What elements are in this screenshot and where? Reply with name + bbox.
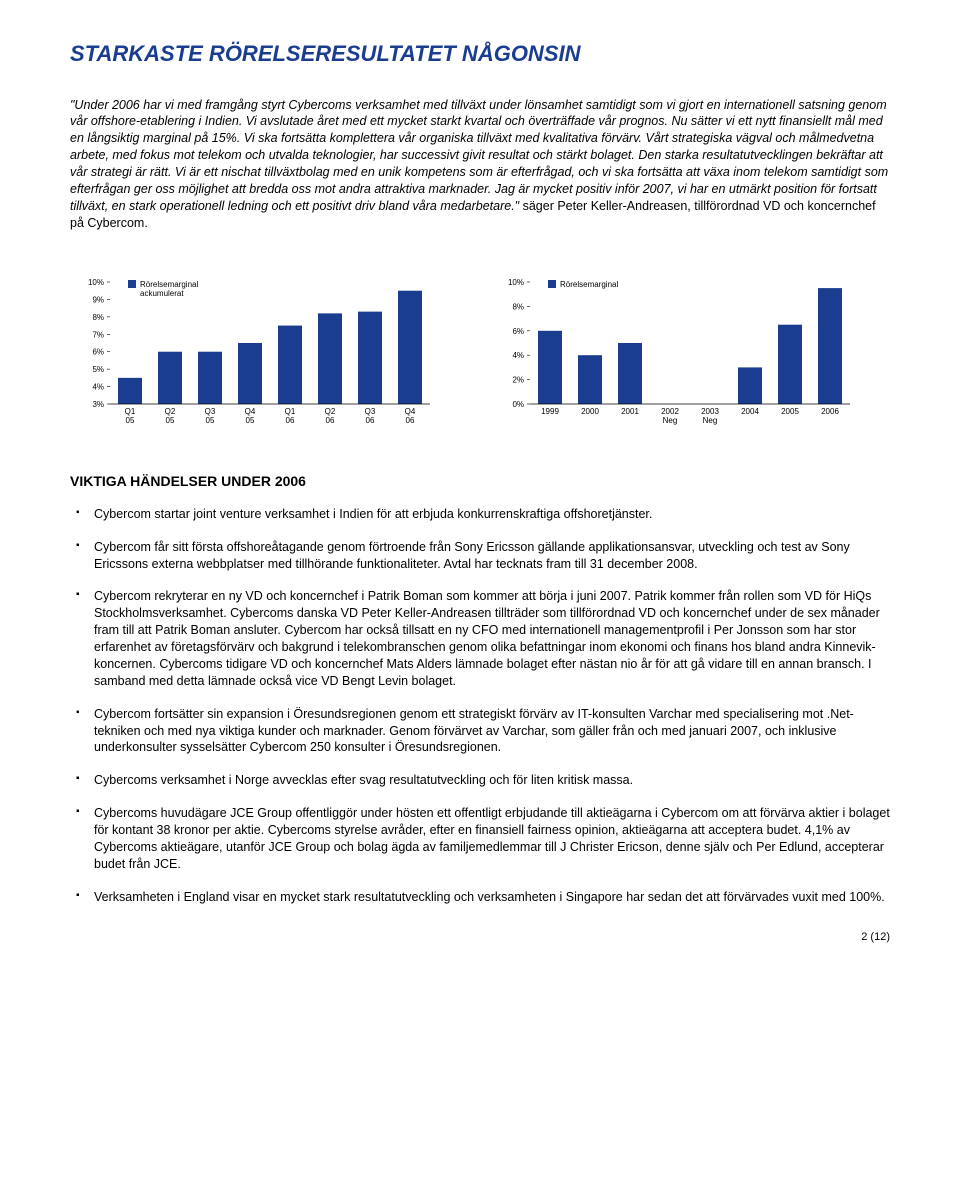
bullet-list: Cybercom startar joint venture verksamhe… xyxy=(70,506,890,906)
svg-text:2%: 2% xyxy=(512,375,524,384)
svg-text:05: 05 xyxy=(126,416,135,425)
quote-text: "Under 2006 har vi med framgång styrt Cy… xyxy=(70,98,888,213)
svg-text:Q1: Q1 xyxy=(285,407,296,416)
svg-text:6%: 6% xyxy=(92,347,104,356)
svg-text:1999: 1999 xyxy=(541,407,559,416)
list-item: Cybercom startar joint venture verksamhe… xyxy=(94,506,890,523)
svg-text:ackumulerat: ackumulerat xyxy=(140,289,184,298)
svg-text:5%: 5% xyxy=(92,365,104,374)
svg-text:10%: 10% xyxy=(508,278,524,287)
page-number: 2 (12) xyxy=(70,930,890,944)
svg-text:05: 05 xyxy=(206,416,215,425)
svg-text:Q3: Q3 xyxy=(365,407,376,416)
section-subtitle: VIKTIGA HÄNDELSER UNDER 2006 xyxy=(70,472,890,490)
svg-text:8%: 8% xyxy=(512,302,524,311)
svg-text:Rörelsemarginal: Rörelsemarginal xyxy=(140,280,198,289)
svg-text:0%: 0% xyxy=(512,400,524,409)
list-item: Cybercoms verksamhet i Norge avvecklas e… xyxy=(94,772,890,789)
chart2-svg: 0%2%4%6%8%10%1999200020012002Neg2003Neg2… xyxy=(490,272,860,432)
svg-text:Q3: Q3 xyxy=(205,407,216,416)
svg-text:9%: 9% xyxy=(92,295,104,304)
svg-text:2000: 2000 xyxy=(581,407,599,416)
svg-text:7%: 7% xyxy=(92,330,104,339)
svg-text:4%: 4% xyxy=(512,351,524,360)
svg-text:2006: 2006 xyxy=(821,407,839,416)
svg-text:3%: 3% xyxy=(92,400,104,409)
svg-text:2001: 2001 xyxy=(621,407,639,416)
svg-text:Q1: Q1 xyxy=(125,407,136,416)
svg-text:Q4: Q4 xyxy=(245,407,256,416)
svg-text:6%: 6% xyxy=(512,326,524,335)
svg-text:Q2: Q2 xyxy=(165,407,176,416)
chart-annual-margin: 0%2%4%6%8%10%1999200020012002Neg2003Neg2… xyxy=(490,272,860,432)
svg-text:05: 05 xyxy=(246,416,255,425)
list-item: Cybercom rekryterar en ny VD och koncern… xyxy=(94,588,890,689)
intro-paragraph: "Under 2006 har vi med framgång styrt Cy… xyxy=(70,97,890,232)
svg-text:Rörelsemarginal: Rörelsemarginal xyxy=(560,280,618,289)
list-item: Cybercom får sitt första offshoreåtagand… xyxy=(94,539,890,573)
svg-text:8%: 8% xyxy=(92,312,104,321)
svg-text:10%: 10% xyxy=(88,278,104,287)
page-title: STARKASTE RÖRELSERESULTATET NÅGONSIN xyxy=(70,40,890,69)
chart1-svg: 3%4%5%6%7%8%9%10%Q105Q205Q305Q405Q106Q20… xyxy=(70,272,440,432)
list-item: Cybercom fortsätter sin expansion i Öres… xyxy=(94,706,890,757)
svg-text:Neg: Neg xyxy=(663,416,678,425)
chart-accumulated-margin: 3%4%5%6%7%8%9%10%Q105Q205Q305Q405Q106Q20… xyxy=(70,272,440,432)
svg-text:2002: 2002 xyxy=(661,407,679,416)
svg-text:06: 06 xyxy=(286,416,295,425)
svg-text:06: 06 xyxy=(366,416,375,425)
svg-text:06: 06 xyxy=(326,416,335,425)
svg-text:06: 06 xyxy=(406,416,415,425)
list-item: Cybercoms huvudägare JCE Group offentlig… xyxy=(94,805,890,873)
svg-text:Q2: Q2 xyxy=(325,407,336,416)
svg-text:05: 05 xyxy=(166,416,175,425)
svg-text:2005: 2005 xyxy=(781,407,799,416)
svg-text:2004: 2004 xyxy=(741,407,759,416)
svg-text:2003: 2003 xyxy=(701,407,719,416)
svg-text:Q4: Q4 xyxy=(405,407,416,416)
list-item: Verksamheten i England visar en mycket s… xyxy=(94,889,890,906)
charts-container: 3%4%5%6%7%8%9%10%Q105Q205Q305Q405Q106Q20… xyxy=(70,272,890,432)
svg-text:4%: 4% xyxy=(92,382,104,391)
svg-text:Neg: Neg xyxy=(703,416,718,425)
